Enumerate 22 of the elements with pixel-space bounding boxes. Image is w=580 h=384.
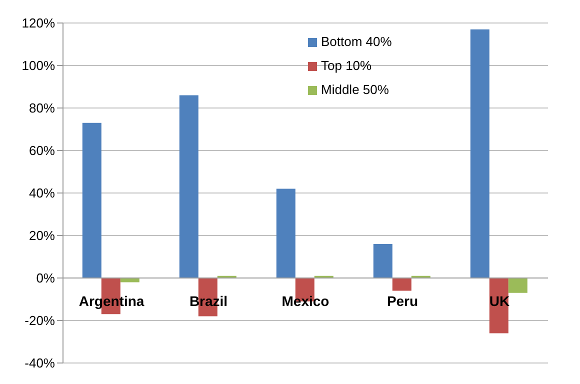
bar — [179, 95, 198, 278]
y-tick-label: -20% — [24, 313, 56, 328]
bar — [120, 278, 140, 282]
legend-label: Middle 50% — [321, 82, 389, 97]
bar — [373, 244, 392, 278]
x-tick-label: Peru — [386, 293, 418, 309]
y-tick-label: 20% — [28, 228, 56, 244]
y-tick-label: 60% — [28, 143, 56, 158]
y-tick-label: 40% — [28, 186, 56, 201]
x-tick-label: Mexico — [282, 293, 330, 309]
bar — [470, 29, 490, 278]
y-tick-label: 120% — [22, 16, 56, 31]
bar — [276, 188, 296, 278]
bar — [392, 278, 412, 291]
y-tick-label: 0% — [36, 270, 56, 286]
bar — [82, 122, 102, 278]
bar — [508, 278, 528, 293]
y-tick-label: -40% — [24, 356, 56, 371]
legend-label: Top 10% — [321, 58, 372, 73]
legend-label: Bottom 40% — [321, 34, 392, 49]
y-tick-label: 80% — [28, 100, 56, 116]
y-tick-label: 100% — [22, 58, 56, 74]
